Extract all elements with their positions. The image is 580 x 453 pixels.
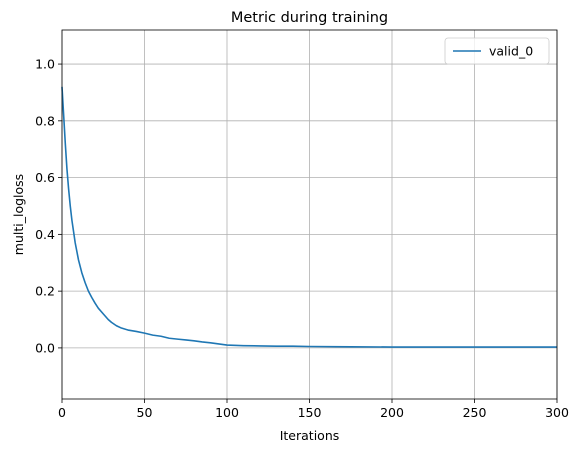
y-axis-label: multi_logloss [11,174,26,255]
legend-box [444,37,550,65]
legend: valid_0 [444,37,550,65]
y-tick-label: 0.0 [35,340,55,355]
x-tick-label: 0 [58,405,66,420]
x-ticks: 0 50 100 150 200 250 300 [58,399,569,420]
chart-title: Metric during training [231,10,388,26]
x-tick-label: 300 [545,405,569,420]
y-tick-label: 0.6 [35,170,55,185]
y-tick-label: 0.2 [35,284,55,299]
series-layer [61,86,557,348]
legend-label-valid-0: valid_0 [489,44,533,59]
x-tick-label: 100 [215,405,239,420]
x-tick-label: 200 [380,405,404,420]
y-tick-label: 1.0 [35,57,55,72]
y-tick-label: 0.4 [35,227,55,242]
y-tick-label: 0.8 [35,113,55,128]
x-tick-label: 50 [137,405,153,420]
x-tick-label: 150 [298,405,322,420]
grid [61,30,558,399]
y-ticks: 0.0 0.2 0.4 0.6 0.8 1.0 [35,57,62,355]
series-line-valid-0 [61,86,557,348]
x-axis-label: Iterations [280,428,340,443]
x-tick-label: 250 [463,405,487,420]
